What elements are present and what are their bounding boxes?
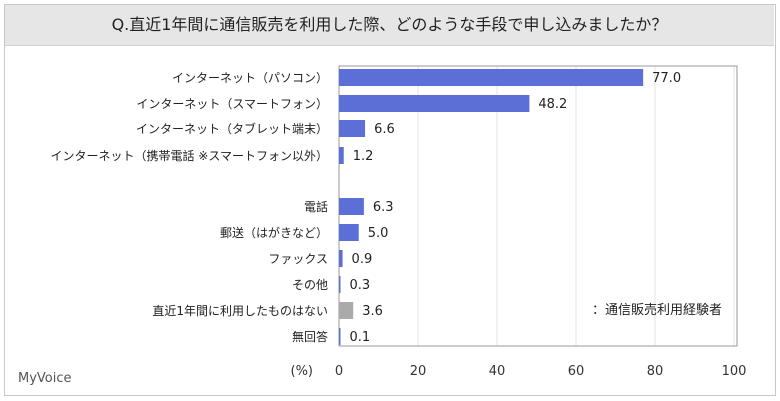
category-label: 郵送（はがきなど） <box>220 225 328 240</box>
myvoice-logo: MyVoice <box>18 371 72 386</box>
category-label: インターネット（携帯電話 ※スマートフォン以外） <box>50 148 328 163</box>
x-tick-label: 20 <box>410 364 427 379</box>
value-label: 0.9 <box>352 252 373 267</box>
bar <box>339 95 530 112</box>
category-label: インターネット（パソコン） <box>172 71 328 85</box>
x-tick-label: 60 <box>568 364 585 379</box>
x-tick-label: 100 <box>722 364 747 379</box>
category-label: インターネット（タブレット端末） <box>136 121 328 136</box>
value-label: 5.0 <box>368 226 389 241</box>
bar <box>339 120 366 137</box>
bar <box>339 302 354 319</box>
category-label: インターネット（スマートフォン） <box>136 97 328 111</box>
value-label: 48.2 <box>538 97 567 112</box>
chart-title: Q.直近1年間に通信販売を利用した際、どのような手段で申し込みましたか？ <box>5 5 774 46</box>
value-label: 6.6 <box>374 122 395 137</box>
x-axis-label: (%) <box>291 364 314 379</box>
bar <box>339 224 359 241</box>
chart-frame <box>4 4 776 396</box>
category-label: 無回答 <box>292 329 328 344</box>
category-label: 直近1年間に利用したものはない <box>152 304 328 318</box>
bar <box>339 276 341 293</box>
category-label: その他 <box>292 278 328 292</box>
value-label: 6.3 <box>373 200 394 215</box>
annotation: ：通信販売利用経験者 <box>592 302 722 318</box>
x-tick-label: 40 <box>489 364 506 379</box>
x-tick-label: 0 <box>335 364 343 379</box>
value-label: 77.0 <box>652 71 681 86</box>
x-tick-label: 80 <box>647 364 664 379</box>
bar <box>339 147 344 164</box>
category-label: ファックス <box>268 252 328 266</box>
bar <box>339 69 644 86</box>
value-label: 0.3 <box>350 278 371 293</box>
value-label: 0.1 <box>350 330 371 345</box>
value-label: 3.6 <box>362 304 383 319</box>
bar <box>339 198 364 215</box>
value-label: 1.2 <box>353 149 374 164</box>
bar <box>339 328 341 345</box>
category-label: 電話 <box>304 199 328 214</box>
bar <box>339 250 343 267</box>
